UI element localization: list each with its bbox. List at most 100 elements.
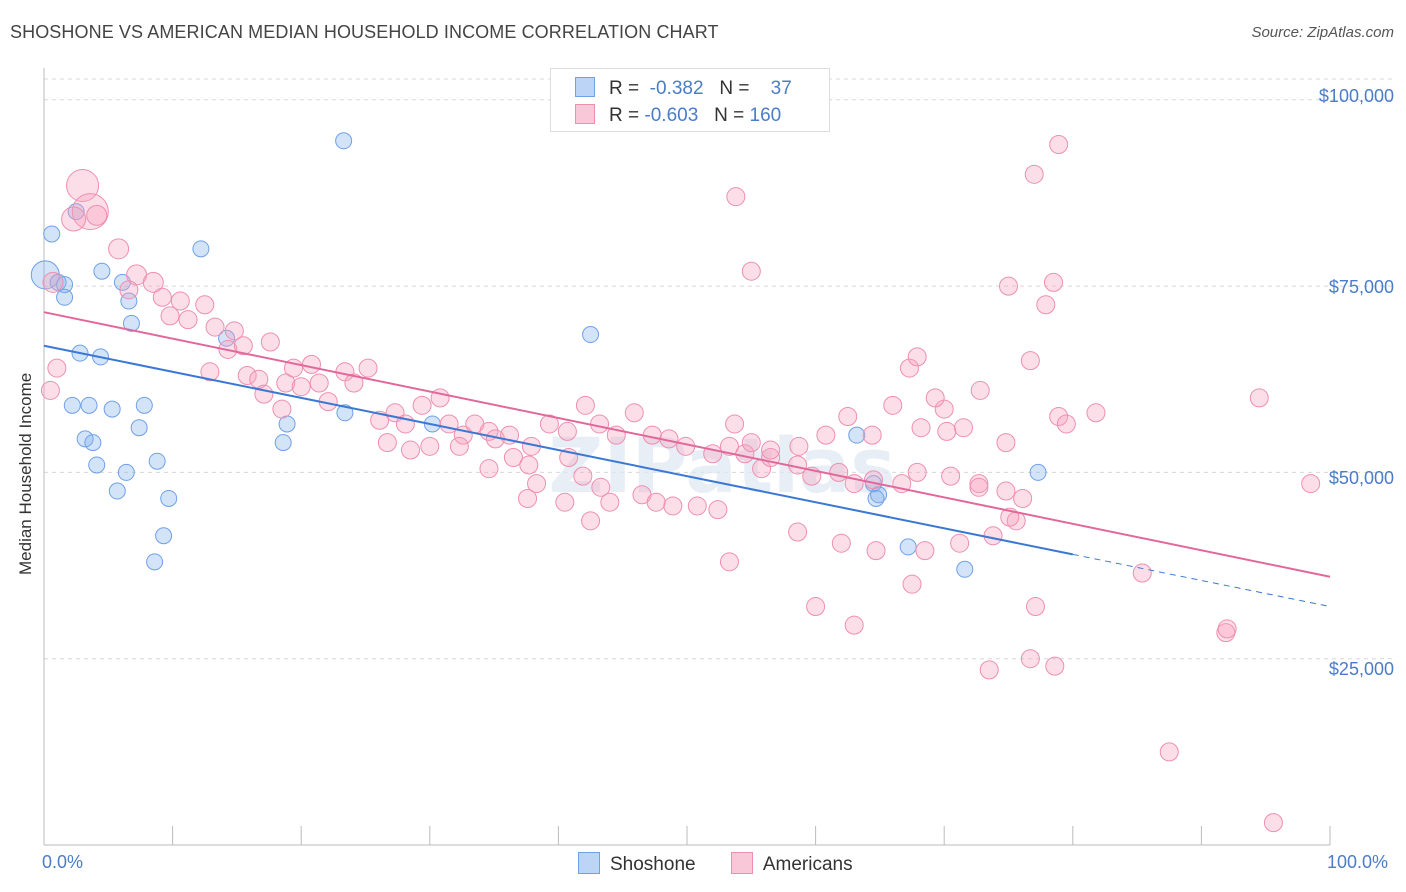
americans-swatch [575,104,595,124]
americans-point [555,492,575,512]
shoshone-point [135,396,153,414]
americans-point [937,421,957,441]
americans-point [479,459,499,479]
americans-point [725,414,745,434]
americans-point [1132,563,1152,583]
shoshone-point [103,400,121,418]
americans-point [983,526,1003,546]
source-label: Source: ZipAtlas.com [1251,24,1394,41]
y-axis-label: Median Household Income [16,372,35,575]
americans-point [1036,295,1056,315]
shoshone-point [160,489,178,507]
americans-point [358,358,378,378]
americans-point [719,436,739,456]
americans-point [503,448,523,467]
americans-point [816,425,836,445]
legend-r-value: -0.603 [644,105,699,126]
americans-point [301,354,321,374]
x-tick-label: 100.0% [1327,852,1389,872]
y-tick-label: $100,000 [1318,86,1394,106]
americans-point [591,477,611,497]
shoshone-point [88,456,106,474]
y-tick-label: $75,000 [1328,277,1394,297]
americans-point [831,533,851,553]
americans-point [573,466,593,486]
americans-point [789,436,809,456]
legend-n-label: N = [719,78,750,99]
legend-label: Shoshone [610,854,696,875]
americans-point [1301,474,1321,494]
americans-point [979,660,999,680]
americans-point [1086,403,1106,423]
americans-point [1020,649,1040,669]
americans-point [152,287,172,307]
americans-point [1049,407,1069,427]
americans-point [86,204,108,226]
americans-point [761,440,781,460]
americans-point [1013,488,1033,508]
shoshone-point [1029,463,1047,481]
americans-point [590,414,610,434]
shoshone-point [56,288,74,306]
americans-point [370,410,390,430]
shoshone-point [867,489,885,507]
shoshone-point [120,292,138,310]
americans-point [866,541,886,561]
americans-point [663,496,683,516]
americans-point [344,373,364,393]
americans-point [272,399,292,419]
americans-point [646,492,666,512]
y-tick-label: $50,000 [1328,468,1394,488]
americans-point [420,436,440,456]
americans-point [401,440,421,460]
legend-n-label: N = [714,105,745,126]
shoshone-point [76,430,94,448]
americans-point [205,317,225,337]
americans-point [999,276,1018,296]
x-tick-label: 0.0% [42,852,84,872]
shoshone-trendline-extension [1072,553,1331,608]
americans-point [1249,388,1269,408]
americans-point [899,358,919,378]
americans-point [412,395,432,415]
americans-point [829,462,849,482]
americans-point [557,421,577,441]
americans-point [907,347,927,367]
americans-point [1024,164,1044,184]
americans-point [1217,619,1237,639]
americans-point [911,418,931,438]
shoshone-point [582,326,600,344]
americans-point [788,522,808,542]
correlation-legend: R = -0.382 N = 37 R = -0.603 N = 160 [550,68,830,132]
legend-item-americans: Americans [730,852,853,876]
shoshone-point [63,396,81,414]
shoshone-point [146,553,164,571]
americans-point [970,380,990,400]
americans-point [950,533,970,553]
americans-point [996,433,1016,453]
americans-point [40,380,60,400]
americans-point [249,369,269,389]
americans-point [1263,813,1283,833]
americans-point [254,384,274,404]
americans-point [844,615,864,635]
shoshone-trendline [43,344,1073,556]
americans-point [624,403,644,423]
americans-point [291,377,311,397]
legend-row-americans: R = -0.603 N = 160 [575,104,781,127]
americans-swatch [730,852,753,874]
americans-point [1026,597,1046,617]
legend-label: Americans [762,854,853,875]
americans-point [687,496,707,516]
americans-point [863,470,883,490]
shoshone-point [130,419,148,437]
americans-point [1056,414,1076,434]
shoshone-point [122,314,140,332]
shoshone-point [148,452,166,470]
americans-point [233,336,253,356]
legend-row-shoshone: R = -0.382 N = 37 [575,77,792,100]
shoshone-point [93,262,111,280]
americans-point [1045,656,1065,676]
shoshone-point [274,434,292,452]
americans-point [170,291,190,311]
